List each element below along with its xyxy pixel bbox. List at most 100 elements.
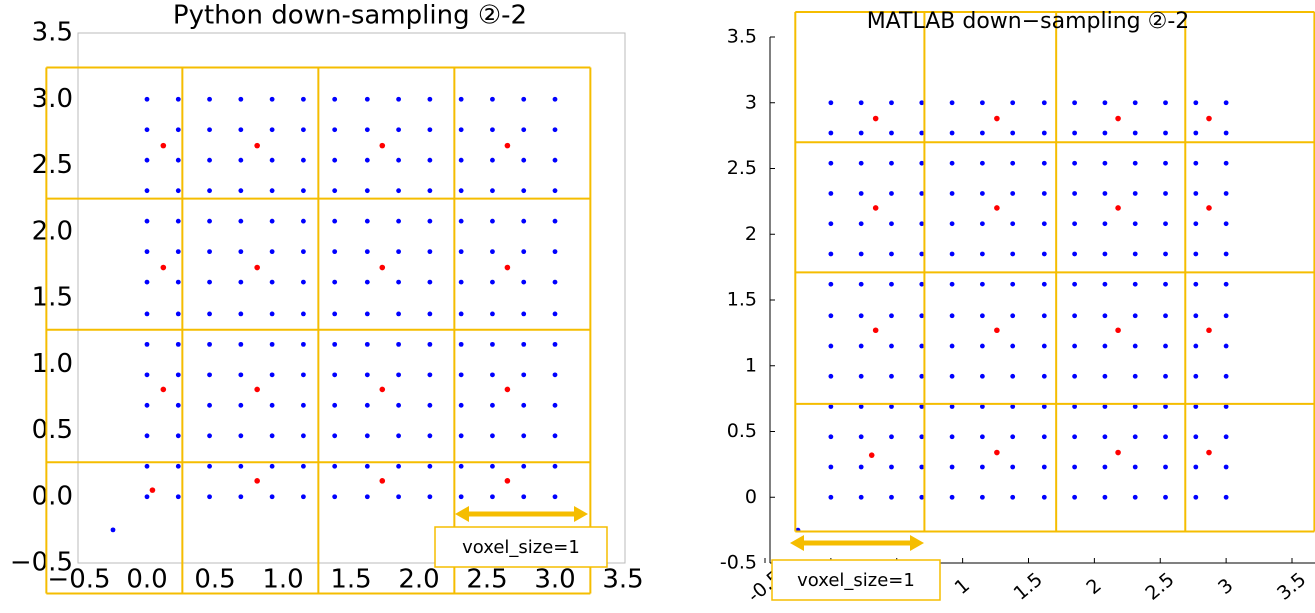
point	[949, 100, 955, 106]
y-tick-label: 0.0	[32, 481, 73, 511]
point	[521, 279, 527, 285]
point	[269, 96, 275, 102]
point	[858, 343, 864, 349]
x-tick-label: 1.5	[1010, 568, 1047, 604]
point	[1223, 160, 1229, 166]
point	[269, 341, 275, 347]
point	[144, 433, 150, 439]
point	[1223, 343, 1229, 349]
point	[458, 218, 464, 224]
point	[175, 188, 181, 194]
point	[889, 373, 894, 379]
point	[238, 341, 244, 347]
point	[858, 373, 864, 379]
point	[254, 478, 260, 484]
point	[889, 434, 894, 440]
y-tick-label: 0.5	[727, 420, 757, 442]
point	[1223, 221, 1229, 227]
point	[1102, 100, 1108, 106]
point	[144, 372, 150, 378]
point	[269, 188, 275, 194]
point	[1041, 221, 1047, 227]
point	[427, 402, 433, 408]
point	[490, 157, 495, 163]
y-tick-label: 3.0	[32, 84, 73, 114]
point	[364, 279, 370, 285]
x-tick-label: 3	[1214, 574, 1237, 599]
point	[458, 96, 464, 102]
point	[872, 327, 879, 334]
x-tick-label: 0.0	[126, 565, 167, 595]
point	[1102, 191, 1108, 196]
point	[949, 221, 955, 227]
point	[1010, 313, 1016, 319]
point	[332, 311, 338, 317]
point	[175, 463, 181, 469]
point	[458, 157, 464, 163]
point	[490, 96, 495, 102]
point	[521, 341, 527, 347]
point	[490, 279, 495, 285]
point	[207, 127, 212, 133]
point	[301, 311, 306, 317]
point	[1102, 251, 1108, 257]
point	[269, 279, 275, 285]
point	[207, 218, 212, 224]
point	[1102, 464, 1108, 470]
point	[949, 494, 955, 500]
point	[396, 157, 401, 163]
point	[1010, 281, 1016, 287]
point	[396, 402, 401, 408]
point	[364, 311, 370, 317]
y-tick-label: −0.5	[10, 548, 73, 578]
point	[396, 494, 401, 500]
point	[919, 191, 925, 196]
point	[1041, 251, 1047, 257]
point	[949, 130, 955, 136]
point	[269, 218, 275, 224]
point	[269, 433, 275, 439]
point	[552, 218, 558, 224]
point	[144, 402, 150, 408]
point	[396, 127, 401, 133]
point	[490, 341, 495, 347]
point	[1102, 313, 1108, 319]
point	[552, 402, 558, 408]
point	[949, 343, 955, 349]
point	[458, 402, 464, 408]
point	[175, 341, 181, 347]
point	[490, 402, 495, 408]
point	[175, 311, 181, 317]
point	[427, 311, 433, 317]
point	[949, 404, 955, 409]
point	[144, 127, 150, 133]
point	[1193, 464, 1199, 470]
point	[919, 404, 925, 409]
point	[1193, 373, 1199, 379]
point	[332, 157, 338, 163]
point	[364, 494, 370, 500]
point	[1163, 434, 1168, 440]
point	[1206, 327, 1212, 334]
point	[490, 249, 495, 255]
point	[979, 100, 985, 106]
x-tick-label: 3.5	[602, 565, 643, 595]
x-tick-label: −0.5	[47, 565, 110, 595]
x-tick-label: 0.5	[194, 565, 235, 595]
point	[207, 157, 212, 163]
point	[175, 96, 181, 102]
point	[1163, 221, 1168, 227]
arrow-head	[574, 506, 588, 522]
point	[175, 494, 181, 500]
x-tick-label: 2.5	[466, 565, 507, 595]
point	[1193, 313, 1199, 319]
point	[144, 494, 150, 500]
point	[427, 494, 433, 500]
axes-frame	[77, 32, 626, 564]
point	[301, 279, 306, 285]
point	[889, 343, 894, 349]
point	[269, 463, 275, 469]
point	[301, 157, 306, 163]
point	[490, 494, 495, 500]
point	[1163, 160, 1168, 166]
